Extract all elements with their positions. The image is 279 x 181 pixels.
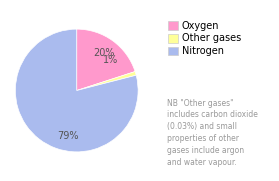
Wedge shape xyxy=(15,29,138,152)
Text: 1%: 1% xyxy=(103,55,119,65)
Wedge shape xyxy=(77,29,135,90)
Legend: Oxygen, Other gases, Nitrogen: Oxygen, Other gases, Nitrogen xyxy=(166,19,243,58)
Text: 20%: 20% xyxy=(93,48,115,58)
Wedge shape xyxy=(77,71,136,90)
Text: NB "Other gases"
includes carbon dioxide
(0.03%) and small
properties of other
g: NB "Other gases" includes carbon dioxide… xyxy=(167,98,258,167)
Text: 79%: 79% xyxy=(57,131,79,141)
